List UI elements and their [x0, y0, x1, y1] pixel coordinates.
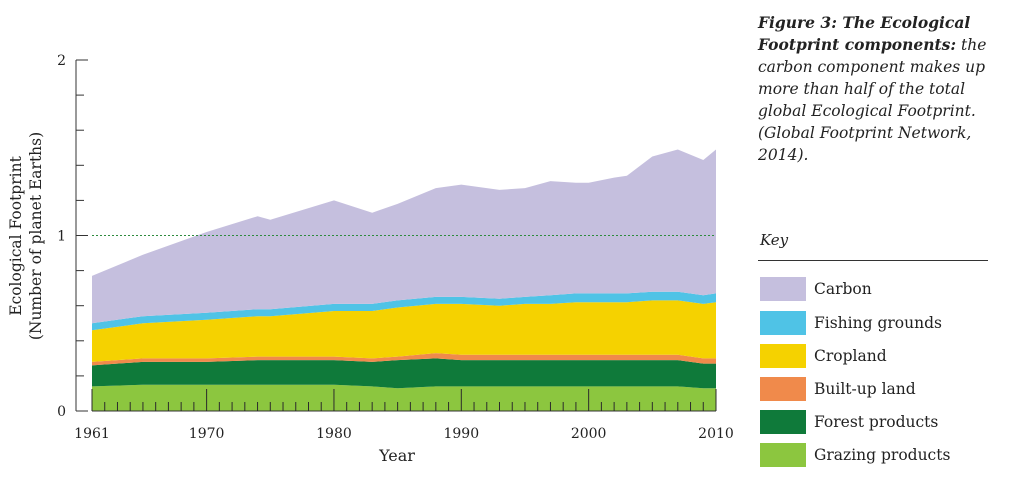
legend-swatch-fishing-grounds — [760, 311, 806, 335]
stacked-areas — [92, 149, 716, 411]
legend-label-fishing-grounds: Fishing grounds — [814, 314, 942, 332]
area-built-up-land — [92, 353, 716, 366]
figure-caption: Figure 3: The Ecological Footprint compo… — [758, 12, 1008, 166]
x-tick-label: 1970 — [189, 426, 225, 442]
legend-swatch-forest-products — [760, 410, 806, 434]
x-tick-label: 1990 — [443, 426, 479, 442]
area-carbon — [92, 149, 716, 324]
legend-label-built-up-land: Built-up land — [814, 380, 916, 398]
legend-item-carbon: Carbon — [760, 276, 872, 302]
area-forest-products — [92, 358, 716, 389]
area-cropland — [92, 300, 716, 362]
area-grazing-products — [92, 384, 716, 411]
legend-label-carbon: Carbon — [814, 280, 872, 298]
y-axis-label-line2: (Number of planet Earths) — [27, 132, 45, 340]
legend-item-grazing-products: Grazing products — [760, 442, 950, 468]
caption-title: Figure 3: The Ecological Footprint compo… — [758, 13, 971, 54]
x-tick-label: 2000 — [571, 426, 607, 442]
y-axis: 0 1 2 — [57, 53, 88, 420]
x-tick-label: 2010 — [698, 426, 734, 442]
legend-item-built-up-land: Built-up land — [760, 376, 916, 402]
y-tick-label: 0 — [57, 404, 66, 420]
x-axis-label: Year — [378, 446, 415, 465]
legend-label-cropland: Cropland — [814, 347, 887, 365]
ecological-footprint-chart: 0 1 2 1961 1970 1980 1990 2000 2010 Year Ecolog… — [7, 53, 734, 465]
key-divider — [758, 260, 988, 261]
y-axis-label-line1: Ecological Footprint — [7, 155, 25, 315]
y-tick-label: 2 — [57, 53, 66, 69]
legend-swatch-built-up-land — [760, 377, 806, 401]
key-title: Key — [760, 231, 789, 249]
caption-text: the carbon component makes up more than … — [758, 36, 987, 164]
x-tick-label: 1961 — [74, 426, 110, 442]
legend-item-forest-products: Forest products — [760, 409, 938, 435]
legend-label-forest-products: Forest products — [814, 413, 939, 431]
legend-swatch-cropland — [760, 344, 806, 368]
legend-swatch-carbon — [760, 277, 806, 301]
legend-item-cropland: Cropland — [760, 343, 887, 369]
x-tick-label: 1980 — [316, 426, 352, 442]
legend-swatch-grazing-products — [760, 443, 806, 467]
area-fishing-grounds — [92, 291, 716, 331]
legend-item-fishing-grounds: Fishing grounds — [760, 310, 942, 336]
y-tick-label: 1 — [57, 229, 66, 245]
legend-label-grazing-products: Grazing products — [814, 446, 951, 464]
x-axis: 1961 1970 1980 1990 2000 2010 — [74, 389, 734, 442]
